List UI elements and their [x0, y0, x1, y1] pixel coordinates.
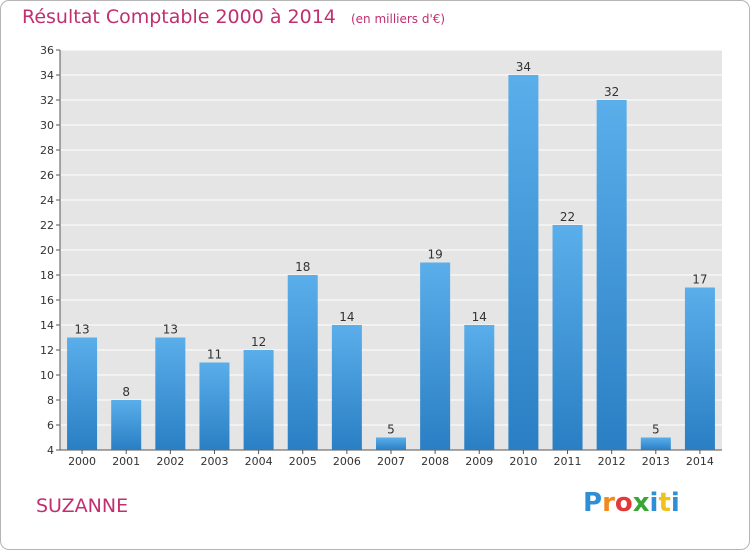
data-label: 34: [516, 60, 531, 74]
y-tick-label: 4: [47, 444, 54, 457]
logo-letter: r: [602, 488, 615, 518]
y-tick-label: 34: [40, 69, 54, 82]
logo-letter: i: [649, 488, 659, 518]
bar[interactable]: [155, 337, 186, 451]
chart-title: Résultat Comptable 2000 à 2014: [22, 6, 336, 28]
data-label: 8: [122, 385, 130, 399]
x-tick-label: 2002: [156, 455, 184, 468]
logo-letter: P: [583, 488, 603, 518]
bar[interactable]: [67, 337, 98, 451]
x-tick-label: 2000: [68, 455, 96, 468]
bar[interactable]: [243, 350, 274, 450]
bar[interactable]: [199, 362, 230, 451]
x-tick-label: 2008: [421, 455, 449, 468]
y-tick-label: 22: [40, 219, 54, 232]
bar[interactable]: [508, 75, 539, 450]
bar[interactable]: [420, 262, 451, 451]
y-tick-label: 10: [40, 369, 54, 382]
y-tick-label: 12: [40, 344, 54, 357]
y-tick-label: 18: [40, 269, 54, 282]
logo-letter: o: [614, 488, 633, 518]
x-tick-label: 2007: [377, 455, 405, 468]
x-tick-label: 2009: [465, 455, 493, 468]
y-tick-label: 36: [40, 44, 54, 57]
data-label: 18: [295, 260, 310, 274]
bar[interactable]: [111, 400, 142, 450]
bar[interactable]: [552, 225, 583, 450]
data-label: 13: [163, 323, 178, 337]
y-tick-label: 16: [40, 294, 54, 307]
logo-letter: x: [632, 488, 650, 518]
y-tick-label: 26: [40, 169, 54, 182]
data-label: 5: [652, 423, 660, 437]
data-label: 14: [472, 310, 487, 324]
data-label: 22: [560, 210, 575, 224]
commune-name: SUZANNE: [36, 495, 129, 517]
x-tick-label: 2003: [200, 455, 228, 468]
data-label: 12: [251, 335, 266, 349]
data-label: 17: [692, 273, 707, 287]
logo-letter: t: [658, 488, 671, 518]
y-tick-label: 28: [40, 144, 54, 157]
bar[interactable]: [376, 437, 406, 451]
y-tick-label: 30: [40, 119, 54, 132]
bar[interactable]: [464, 325, 495, 450]
x-tick-label: 2011: [554, 455, 582, 468]
y-tick-label: 20: [40, 244, 54, 257]
data-label: 5: [387, 423, 395, 437]
x-tick-label: 2001: [112, 455, 140, 468]
data-label: 19: [427, 248, 442, 262]
chart-subtitle: (en milliers d'€): [350, 12, 446, 26]
data-label: 13: [74, 323, 89, 337]
x-tick-label: 2004: [245, 455, 273, 468]
y-tick-label: 32: [40, 94, 54, 107]
chart-title-block: Résultat Comptable 2000 à 2014 (en milli…: [22, 6, 445, 28]
x-tick-label: 2013: [642, 455, 670, 468]
y-tick-label: 6: [47, 419, 54, 432]
proxiti-logo[interactable]: Proxiti: [583, 488, 680, 518]
y-tick-label: 8: [47, 394, 54, 407]
x-tick-label: 2014: [686, 455, 714, 468]
bar[interactable]: [596, 100, 627, 450]
bar[interactable]: [287, 275, 318, 450]
bar[interactable]: [684, 287, 715, 451]
data-label: 32: [604, 85, 619, 99]
data-label: 14: [339, 310, 354, 324]
x-tick-label: 2005: [289, 455, 317, 468]
x-tick-label: 2012: [598, 455, 626, 468]
bar[interactable]: [331, 325, 362, 450]
y-tick-label: 24: [40, 194, 54, 207]
x-tick-label: 2010: [509, 455, 537, 468]
logo-letter: i: [670, 488, 680, 518]
data-label: 11: [207, 348, 222, 362]
bar[interactable]: [640, 437, 671, 451]
x-tick-label: 2006: [333, 455, 361, 468]
y-tick-label: 14: [40, 319, 54, 332]
